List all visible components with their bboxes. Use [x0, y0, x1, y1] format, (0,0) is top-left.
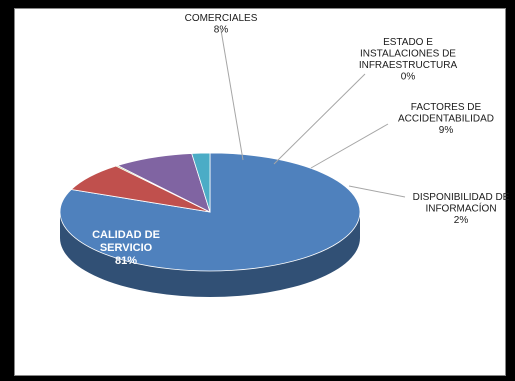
slice-name-label: FACTORES DE — [411, 102, 482, 113]
pie-slice-4 — [191, 152, 211, 213]
slice-name-label: SERVICIO — [100, 242, 153, 254]
slice-pct-label: 2% — [454, 215, 469, 226]
slice-pct-label: 8% — [214, 25, 229, 36]
slice-name-label: ACCIDENTABILIDAD — [398, 114, 494, 125]
slice-name-label: CALIDAD DE — [92, 229, 160, 241]
leader-line-3 — [310, 123, 389, 169]
slice-pct-label: 81% — [115, 255, 137, 267]
pie-top — [59, 152, 361, 272]
slice-name-label: COMERCIALES — [185, 13, 258, 24]
leader-line-2 — [273, 73, 366, 165]
slice-name-label: INSTALACIONES DE — [360, 49, 456, 60]
slice-name-label: INFRAESTRUCTURA — [359, 60, 458, 71]
pie-side-0 — [60, 212, 360, 297]
leader-line-4 — [348, 185, 406, 198]
slice-name-label: ESTADO E — [383, 37, 433, 48]
pie-side — [60, 212, 360, 297]
leader-line-1 — [220, 29, 244, 161]
slice-pct-label: 0% — [401, 72, 416, 83]
slice-pct-label: 9% — [439, 125, 454, 136]
slice-name-label: INFORMACÍON — [425, 202, 496, 215]
slice-name-label: DISPONIBILIDAD DE — [413, 192, 510, 203]
